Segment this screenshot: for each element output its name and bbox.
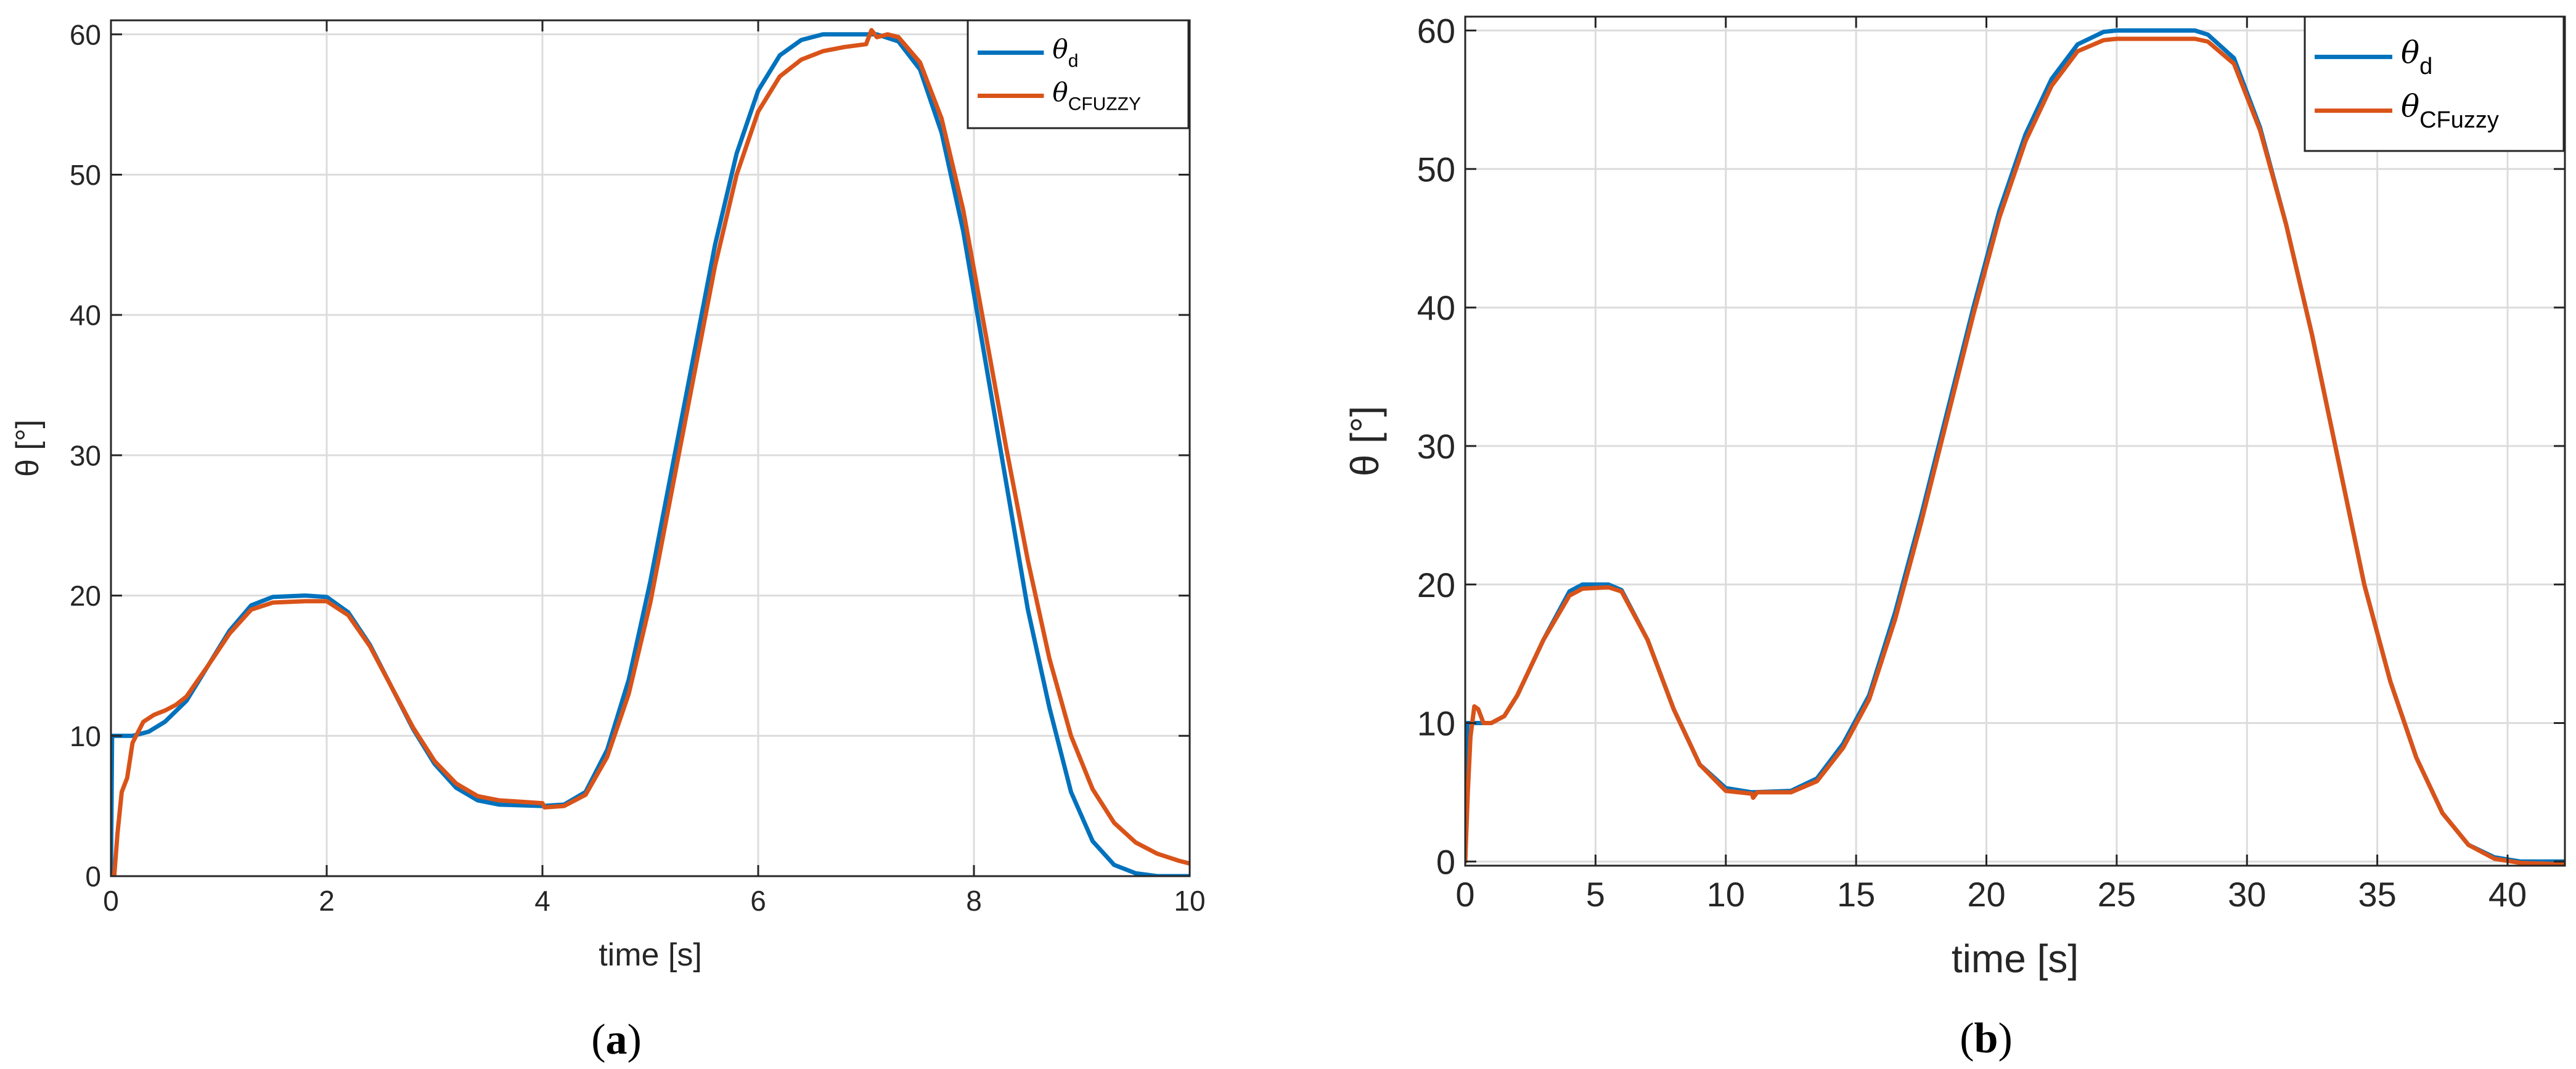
y-tick-label: 30 <box>1417 427 1455 466</box>
x-tick-label: 40 <box>2488 875 2527 914</box>
series-line-cfuzzy <box>111 28 1190 876</box>
y-tick-label: 50 <box>1417 150 1455 189</box>
x-tick-label: 20 <box>1967 875 2005 914</box>
y-tick-label: 0 <box>85 861 101 893</box>
plot-area <box>1465 17 2565 866</box>
legend-box <box>967 19 1190 129</box>
axes-box <box>110 19 1191 877</box>
x-tick-label: 0 <box>103 885 119 917</box>
x-tick-label: 25 <box>2098 875 2136 914</box>
x-tick-label: 30 <box>2228 875 2266 914</box>
x-tick-label: 10 <box>1707 875 1745 914</box>
x-tick-label: 8 <box>966 885 982 917</box>
y-tick-label: 20 <box>70 580 101 612</box>
x-tick-label: 6 <box>750 885 766 917</box>
y-tick-label: 20 <box>1417 566 1455 604</box>
series-line-cfuzzy <box>1465 36 2565 866</box>
x-tick-label: 4 <box>534 885 550 917</box>
y-axis-label: θ [°] <box>1343 406 1387 477</box>
y-tick-label: 10 <box>1417 704 1455 743</box>
y-tick-label: 60 <box>1417 12 1455 51</box>
y-tick-label: 60 <box>70 18 101 51</box>
chart-panel-a: 0 2 4 6 8 10 0 10 20 30 40 50 60 time [s] θ [°] θdθCFUZ… <box>10 18 1206 1063</box>
y-tick-label: 0 <box>1436 842 1455 881</box>
x-axis-label: time [s] <box>1952 937 2079 981</box>
chart-panel-b: 0 5 10 15 20 25 30 35 40 0 10 20 30 40 50 60 time [s] θ [… <box>1343 12 2566 1062</box>
x-tick-label: 15 <box>1837 875 1875 914</box>
y-tick-label: 40 <box>70 299 101 331</box>
panel-caption: (a) <box>591 1016 642 1063</box>
y-tick-label: 30 <box>70 439 101 471</box>
series-line-desired <box>111 32 1190 876</box>
y-axis-label: θ [°] <box>10 420 46 477</box>
x-tick-label: 10 <box>1174 885 1205 917</box>
plot-area <box>111 20 1190 876</box>
legend-box <box>2304 15 2565 152</box>
x-tick-label: 35 <box>2358 875 2396 914</box>
y-tick-label: 50 <box>70 159 101 191</box>
axes-box <box>1464 15 2566 867</box>
y-tick-label: 40 <box>1417 288 1455 327</box>
x-tick-label: 2 <box>319 885 335 917</box>
y-tick-label: 10 <box>70 720 101 752</box>
panel-caption: (b) <box>1960 1015 2013 1062</box>
x-tick-label: 5 <box>1586 875 1605 914</box>
x-axis-label: time [s] <box>599 937 702 973</box>
x-tick-label: 0 <box>1455 875 1474 914</box>
